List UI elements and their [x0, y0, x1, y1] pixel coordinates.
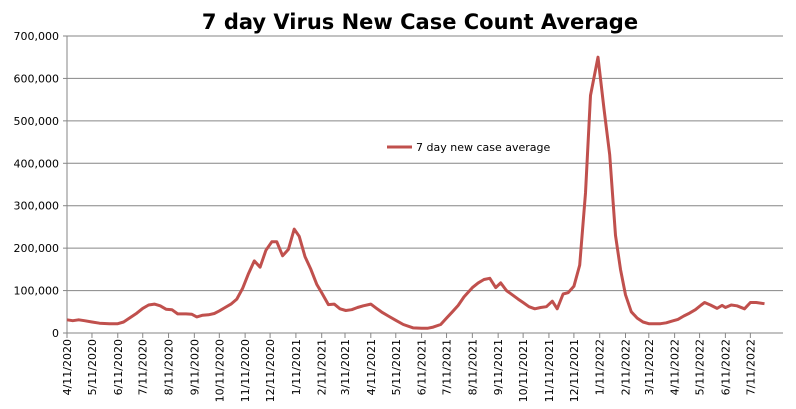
x-tick-label: 4/11/2021 [365, 339, 378, 395]
y-tick-label: 0 [52, 327, 59, 340]
x-tick-label: 11/11/2021 [543, 339, 556, 402]
y-tick-label: 400,000 [14, 157, 60, 170]
x-tick-label: 6/11/2021 [416, 339, 429, 395]
x-tick-label: 8/11/2020 [163, 339, 176, 395]
x-tick-label: 2/11/2021 [316, 339, 329, 395]
x-tick-label: 10/11/2020 [213, 339, 226, 402]
chart-title: 7 day Virus New Case Count Average [202, 10, 638, 34]
data-points [66, 57, 765, 329]
x-tick-label: 12/11/2020 [264, 339, 277, 402]
x-axis: 4/11/2020 5/11/2020 6/11/2020 7/11/2020 8/11… [61, 332, 783, 402]
x-tick-label: 3/11/2022 [643, 339, 656, 395]
x-tick-label: 9/11/2020 [188, 339, 201, 395]
x-tick-label: 2/11/2022 [620, 339, 633, 395]
x-tick-label: 5/11/2020 [86, 339, 99, 395]
x-tick-label: 8/11/2021 [466, 339, 479, 395]
x-tick-label: 12/11/2021 [568, 339, 581, 402]
y-tick-label: 600,000 [14, 72, 60, 85]
x-tick-label: 11/11/2020 [239, 339, 252, 402]
legend-label: 7 day new case average [416, 141, 551, 154]
x-tick-label: 4/11/2020 [61, 339, 74, 395]
x-tick-label: 7/11/2020 [137, 339, 150, 395]
x-tick-label: 5/11/2021 [390, 339, 403, 395]
series-line [66, 55, 765, 330]
x-tick-label: 7/11/2021 [441, 339, 454, 395]
y-tick-label: 200,000 [14, 242, 60, 255]
x-tick-label: 7/11/2022 [744, 339, 757, 395]
x-tick-label: 9/11/2021 [492, 339, 505, 395]
y-tick-label: 300,000 [14, 200, 60, 213]
x-tick-label: 5/11/2022 [694, 339, 707, 395]
x-tick-label: 6/11/2022 [719, 339, 732, 395]
y-tick-label: 100,000 [14, 285, 60, 298]
x-tick-label: 1/11/2022 [594, 339, 607, 395]
x-tick-label: 6/11/2020 [112, 339, 125, 395]
x-tick-label: 3/11/2021 [339, 339, 352, 395]
legend: 7 day new case average [387, 141, 551, 154]
x-tick-label: 1/11/2021 [290, 339, 303, 395]
x-tick-label: 10/11/2021 [517, 339, 530, 402]
x-tick-label: 4/11/2022 [669, 339, 682, 395]
y-axis: 0 100,000 200,000 300,000 400,000 500,000 600,… [14, 30, 68, 340]
gridlines [67, 35, 783, 292]
y-tick-label: 500,000 [14, 115, 60, 128]
y-tick-label: 700,000 [14, 30, 60, 43]
